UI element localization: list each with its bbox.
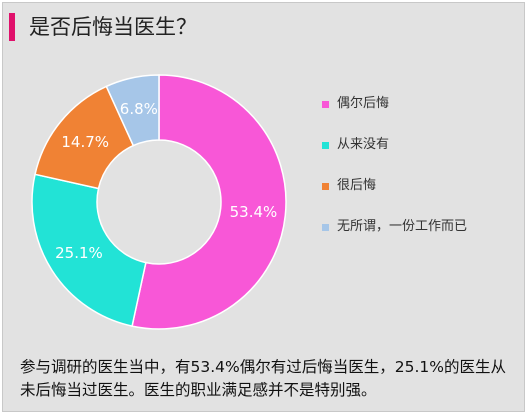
legend-swatch <box>322 141 329 149</box>
donut-slice-4 <box>105 74 160 147</box>
legend-item-2: 从来没有 <box>322 137 389 153</box>
legend-swatch <box>322 223 329 231</box>
chart-title: 是否后悔当医生？ <box>29 15 197 39</box>
title-accent-bar <box>9 13 15 41</box>
slice-value-label-1: 53.4% <box>230 203 278 221</box>
slice-value-label-2: 25.1% <box>55 244 103 262</box>
legend-label: 从来没有 <box>337 137 390 152</box>
slice-value-label-3: 14.7% <box>61 133 109 151</box>
legend-label: 偶尔后悔 <box>337 96 390 111</box>
legend-item-1: 偶尔后悔 <box>322 96 389 112</box>
chart-caption: 参与调研的医生当中，有53.4%偶尔有过后悔当医生，25.1%的医生从未后悔当过… <box>20 358 506 399</box>
legend-item-3: 很后悔 <box>322 178 376 194</box>
donut-slice-2 <box>31 173 147 328</box>
legend-label: 无所谓，一份工作而已 <box>337 219 468 234</box>
legend-label: 很后悔 <box>337 178 377 193</box>
donut-slice-1 <box>131 74 287 330</box>
legend-item-4: 无所谓，一份工作而已 <box>322 219 467 235</box>
legend-swatch <box>322 182 329 190</box>
legend-swatch <box>322 100 329 108</box>
slice-value-label-4: 6.8% <box>120 100 158 118</box>
